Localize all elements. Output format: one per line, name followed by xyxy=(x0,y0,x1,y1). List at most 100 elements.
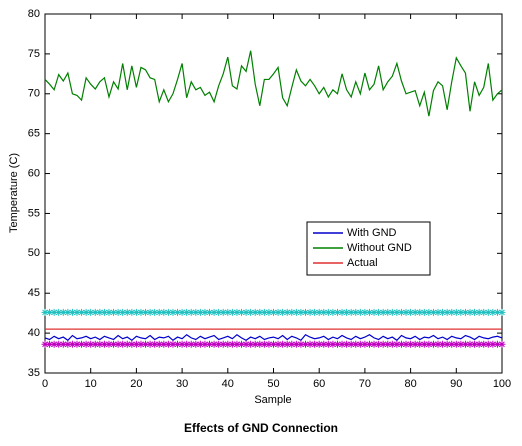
series-marker xyxy=(260,340,268,348)
series-marker xyxy=(87,340,95,348)
series-marker xyxy=(288,308,296,316)
series-marker xyxy=(397,340,405,348)
series-marker xyxy=(41,308,49,316)
series-marker xyxy=(274,340,282,348)
series-marker xyxy=(370,308,378,316)
series-marker xyxy=(114,308,122,316)
series-marker xyxy=(201,308,209,316)
series-marker xyxy=(388,340,396,348)
series-marker xyxy=(228,308,236,316)
series-marker xyxy=(142,308,150,316)
y-tick-label: 65 xyxy=(28,128,40,140)
series-marker xyxy=(416,308,424,316)
series-marker xyxy=(480,340,488,348)
series-marker xyxy=(338,308,346,316)
series-marker xyxy=(146,340,154,348)
series-marker xyxy=(498,340,506,348)
y-tick-label: 70 xyxy=(28,88,40,100)
series-marker xyxy=(215,308,223,316)
series-marker xyxy=(292,340,300,348)
series-marker xyxy=(315,340,323,348)
series-marker xyxy=(91,308,99,316)
series-marker xyxy=(448,340,456,348)
y-tick-label: 80 xyxy=(28,8,40,20)
series-marker xyxy=(343,308,351,316)
series-marker xyxy=(128,308,136,316)
series-marker xyxy=(375,340,383,348)
series-marker xyxy=(73,340,81,348)
x-tick-label: 70 xyxy=(359,378,371,390)
series-marker xyxy=(50,340,58,348)
series-marker xyxy=(288,340,296,348)
series-marker xyxy=(178,340,186,348)
series-marker xyxy=(260,308,268,316)
x-tick-label: 80 xyxy=(404,378,416,390)
series-marker xyxy=(265,308,273,316)
series-marker xyxy=(151,340,159,348)
series-marker xyxy=(174,308,182,316)
series-marker xyxy=(187,340,195,348)
series-marker xyxy=(407,308,415,316)
series-marker xyxy=(429,308,437,316)
series-marker xyxy=(128,340,136,348)
series-marker xyxy=(251,340,259,348)
series-marker xyxy=(82,308,90,316)
series-marker xyxy=(420,308,428,316)
y-tick-label: 75 xyxy=(28,48,40,60)
series-marker xyxy=(274,308,282,316)
x-axis-label: Sample xyxy=(254,394,291,406)
x-tick-label: 10 xyxy=(85,378,97,390)
series-marker xyxy=(356,308,364,316)
series-marker xyxy=(452,340,460,348)
series-marker xyxy=(270,308,277,316)
series-marker xyxy=(174,340,182,348)
series-marker xyxy=(55,340,63,348)
series-marker xyxy=(484,340,492,348)
series-marker xyxy=(100,308,108,316)
y-tick-label: 60 xyxy=(28,167,40,179)
y-axis-label: Temperature (C) xyxy=(8,153,20,233)
series-marker xyxy=(402,340,410,348)
series-marker xyxy=(397,308,405,316)
x-tick-label: 60 xyxy=(313,378,325,390)
series-marker xyxy=(439,340,447,348)
series-marker xyxy=(475,340,483,348)
series-marker xyxy=(247,340,255,348)
series-marker xyxy=(64,340,72,348)
series-marker xyxy=(370,340,378,348)
series-marker xyxy=(306,340,314,348)
series-marker xyxy=(238,340,246,348)
series-marker xyxy=(105,340,113,348)
series-marker xyxy=(114,340,122,348)
series-marker xyxy=(480,308,488,316)
legend-label: With GND xyxy=(347,227,397,239)
series-marker xyxy=(434,308,442,316)
series-marker xyxy=(379,308,387,316)
series-marker xyxy=(425,340,433,348)
series-marker xyxy=(311,308,319,316)
series-marker xyxy=(434,340,442,348)
x-tick-label: 30 xyxy=(176,378,188,390)
series-marker xyxy=(411,340,419,348)
series-marker xyxy=(329,340,337,348)
series-marker xyxy=(151,308,159,316)
y-tick-label: 40 xyxy=(28,327,40,339)
series-marker xyxy=(461,340,469,348)
series-marker xyxy=(233,308,241,316)
series-marker xyxy=(228,340,236,348)
series-marker xyxy=(361,340,369,348)
series-marker xyxy=(224,340,232,348)
series-marker xyxy=(343,340,351,348)
series-marker xyxy=(169,308,177,316)
series-marker xyxy=(96,308,104,316)
series-marker xyxy=(393,340,401,348)
series-marker xyxy=(448,308,456,316)
series-marker xyxy=(68,308,76,316)
series-marker xyxy=(461,308,469,316)
series-marker xyxy=(283,308,291,316)
chart-title: Effects of GND Connection xyxy=(184,421,338,435)
series-marker xyxy=(137,308,145,316)
series-marker xyxy=(110,308,118,316)
series-line xyxy=(44,333,503,342)
